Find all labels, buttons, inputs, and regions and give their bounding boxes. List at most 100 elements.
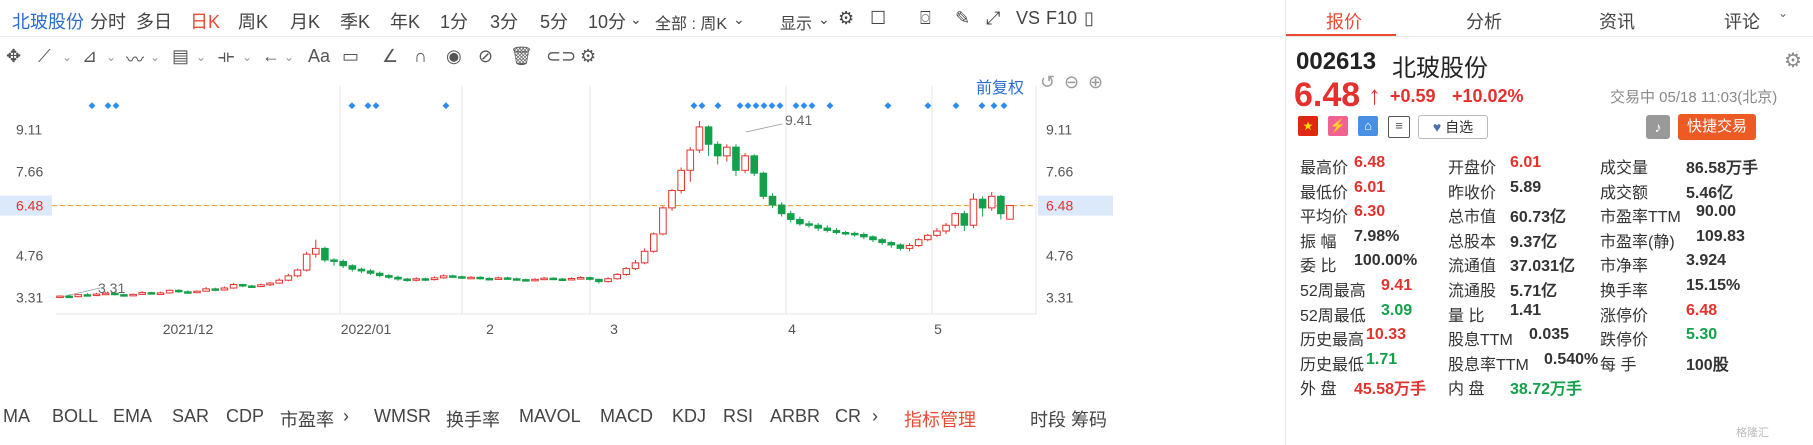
candle-body <box>302 253 311 271</box>
text-tool-icon[interactable]: Aa <box>308 46 331 66</box>
zoom-in-icon[interactable]: ⊕ <box>1088 72 1104 92</box>
eye-icon[interactable]: ◉ <box>446 46 462 66</box>
signal-diamond: ◆ <box>737 100 744 110</box>
signal-diamond: ◆ <box>113 100 120 110</box>
period-tab-3min[interactable]: 3分 <box>490 12 519 32</box>
tab-comments[interactable]: 评论 <box>1724 12 1760 32</box>
period-tab-yearly[interactable]: 年K <box>390 12 421 32</box>
stat-value: 6.01 <box>1354 178 1386 196</box>
channel-tool-icon[interactable]: ⊿ <box>82 46 98 66</box>
square-icon[interactable]: ☐ <box>870 8 887 28</box>
chevron-down-icon[interactable]: ⌄ <box>1778 6 1789 20</box>
indicator-ma[interactable]: MA <box>3 406 30 426</box>
gear-icon[interactable]: ⚙ <box>838 8 855 28</box>
display-menu[interactable]: 显示 <box>780 16 813 33</box>
kline-chart[interactable]: 9.11 9.11 7.66 7.66 6.48 6.48 4.76 4.76 3.31 3.31… <box>0 72 1283 406</box>
indicator-wmsr[interactable]: WMSR <box>374 406 431 426</box>
chevron-down-icon[interactable]: ⌄ <box>818 11 830 27</box>
candle-body <box>111 292 119 296</box>
candle-body <box>860 233 868 238</box>
indicator-mavol[interactable]: MAVOL <box>519 406 581 426</box>
candle-body <box>165 289 174 294</box>
x-date-label: 2 <box>486 321 494 337</box>
f10-button[interactable]: F10 <box>1046 8 1078 28</box>
chevron-down-icon[interactable]: ⌄ <box>150 50 161 64</box>
bolt-icon[interactable]: ⚡ <box>1328 116 1348 136</box>
chevron-down-icon[interactable]: ⌄ <box>630 11 642 27</box>
period-tab-intraday[interactable]: 分时 <box>90 12 126 32</box>
stat-value: 6.48 <box>1686 301 1718 319</box>
tab-news[interactable]: 资讯 <box>1599 12 1635 32</box>
wave-tool-icon[interactable]: 〰 <box>126 50 144 70</box>
zoom-out-icon[interactable]: ⊖ <box>1064 72 1080 92</box>
line-tool-icon[interactable]: ⟋ <box>38 46 51 66</box>
indicator-cdp[interactable]: CDP <box>226 406 265 426</box>
period-tab-daily[interactable]: 日K <box>190 12 221 32</box>
chevron-right-icon[interactable]: › <box>343 406 349 426</box>
camera-icon[interactable]: ⌼ <box>920 8 931 28</box>
bell-icon[interactable]: ♪ <box>1646 115 1670 139</box>
fullscreen-icon[interactable]: ⤢ <box>986 8 1001 28</box>
move-icon[interactable]: ✥ <box>6 46 22 66</box>
hide-icon[interactable]: ⊘ <box>478 46 494 66</box>
candle-body <box>914 239 923 246</box>
candle-body <box>74 294 83 298</box>
reset-icon[interactable]: ↺ <box>1040 72 1056 92</box>
tab-quote[interactable]: 报价 <box>1326 12 1362 32</box>
angle-tool-icon[interactable]: ∠ <box>382 46 399 66</box>
chevron-right-icon[interactable]: › <box>872 406 878 426</box>
trash-icon[interactable]: 🗑 <box>510 46 533 66</box>
candle-body <box>969 198 978 226</box>
fib-tool-icon[interactable]: ▤ <box>172 46 190 66</box>
indicator-arbr[interactable]: ARBR <box>770 406 821 426</box>
candle-body <box>293 269 302 277</box>
note-icon[interactable]: ≡ <box>1388 116 1410 138</box>
indicator-macd[interactable]: MACD <box>600 406 653 426</box>
period-tab-1min[interactable]: 1分 <box>440 12 469 32</box>
indicator-pe[interactable]: 市盈率 <box>280 410 334 430</box>
gear-icon[interactable]: ⚙ <box>580 46 597 66</box>
tab-analysis[interactable]: 分析 <box>1466 12 1502 32</box>
candle-body <box>275 279 284 284</box>
indicator-ema[interactable]: EMA <box>113 406 153 426</box>
chevron-down-icon[interactable]: ⌄ <box>733 11 745 27</box>
timeframe-chip-link[interactable]: 时段 筹码 <box>1030 410 1108 430</box>
china-flag-icon: ★ <box>1298 116 1318 136</box>
range-tool-icon[interactable]: ⟛ <box>218 46 235 66</box>
magnet-icon[interactable]: ∩ <box>414 46 427 66</box>
tag-icon[interactable]: ⌂ <box>1358 116 1378 136</box>
panel-toggle-icon[interactable]: ▯ <box>1084 8 1094 28</box>
quick-trade-button[interactable]: 快捷交易 <box>1678 114 1756 140</box>
add-watchlist-button[interactable]: ♥ 自选 <box>1418 115 1488 139</box>
chevron-down-icon[interactable]: ⌄ <box>196 50 207 64</box>
adjust-mode-link[interactable]: 前复权 <box>976 80 1025 97</box>
indicator-kdj[interactable]: KDJ <box>672 406 707 426</box>
period-tab-weekly[interactable]: 周K <box>238 12 269 32</box>
indicator-rsi[interactable]: RSI <box>723 406 754 426</box>
indicator-manage-button[interactable]: 指标管理 <box>904 410 976 430</box>
vs-button[interactable]: VS <box>1016 8 1041 28</box>
chevron-down-icon[interactable]: ⌄ <box>242 50 253 64</box>
period-tab-quarterly[interactable]: 季K <box>340 12 371 32</box>
stat-label: 昨收价 <box>1448 184 1497 202</box>
candle-body <box>713 143 722 157</box>
chevron-down-icon[interactable]: ⌄ <box>106 50 117 64</box>
period-tab-monthly[interactable]: 月K <box>290 12 321 32</box>
period-tab-10min[interactable]: 10分 <box>588 12 627 32</box>
pencil-icon[interactable]: ✎ <box>955 8 971 28</box>
indicator-turnover[interactable]: 换手率 <box>446 410 500 430</box>
y-tick-label-left: 4.76 <box>16 247 43 263</box>
range-select[interactable]: 全部 : 周K <box>655 16 728 33</box>
period-tab-multiday[interactable]: 多日 <box>136 12 172 32</box>
stock-name-link[interactable]: 北玻股份 <box>12 12 84 32</box>
period-tab-5min[interactable]: 5分 <box>540 12 569 32</box>
chevron-down-icon[interactable]: ⌄ <box>62 50 73 64</box>
indicator-cr[interactable]: CR <box>835 406 861 426</box>
gear-icon[interactable]: ⚙ <box>1784 50 1802 72</box>
comment-icon[interactable]: ▭ <box>342 46 360 66</box>
link-icon[interactable]: ⊂⊃ <box>546 46 577 66</box>
chevron-down-icon[interactable]: ⌄ <box>284 50 295 64</box>
arrow-tool-icon[interactable]: ← <box>262 46 280 66</box>
indicator-sar[interactable]: SAR <box>172 406 210 426</box>
indicator-boll[interactable]: BOLL <box>52 406 99 426</box>
